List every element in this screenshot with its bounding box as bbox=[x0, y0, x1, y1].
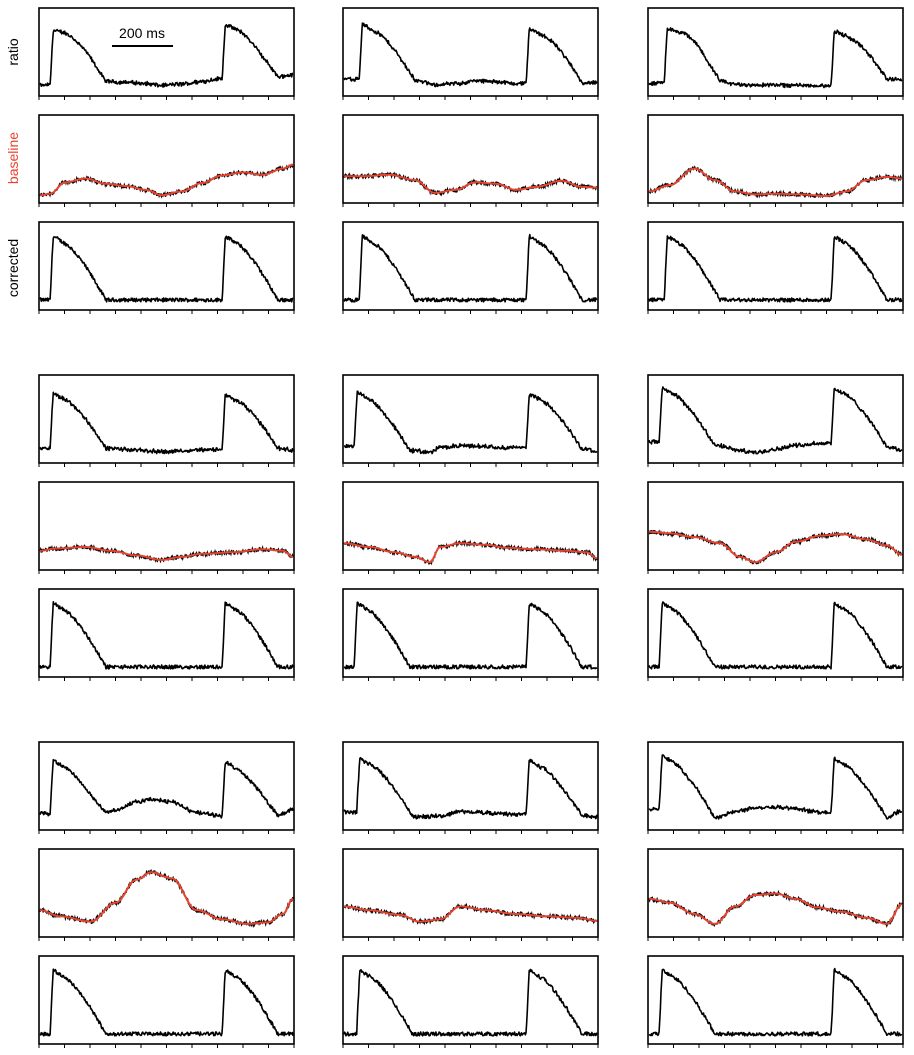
corrected-trace bbox=[343, 601, 598, 670]
panel-ratio bbox=[38, 374, 295, 467]
corrected-trace bbox=[648, 601, 903, 670]
panel-frame bbox=[647, 114, 904, 204]
panel-baseline bbox=[647, 114, 904, 207]
corrected-trace bbox=[39, 968, 294, 1037]
ratio-trace bbox=[39, 24, 294, 88]
panel-frame bbox=[342, 114, 599, 204]
baseline-fit-line bbox=[344, 173, 597, 194]
panel-grid bbox=[38, 7, 904, 1048]
panel-ratio bbox=[647, 7, 904, 100]
baseline-fit-line bbox=[40, 871, 294, 925]
panel-ratio bbox=[38, 741, 295, 834]
panel-ratio bbox=[342, 7, 599, 100]
panel-corrected bbox=[647, 221, 904, 314]
baseline-fit-line bbox=[344, 542, 598, 564]
baseline-trace bbox=[648, 889, 903, 928]
row-label-baseline: baseline bbox=[5, 132, 21, 184]
panel-frame bbox=[342, 221, 599, 311]
panel-ratio bbox=[647, 741, 904, 834]
baseline-fit-line bbox=[344, 905, 597, 923]
panel-baseline bbox=[342, 848, 599, 941]
panel-baseline bbox=[342, 481, 599, 574]
panel-frame bbox=[647, 7, 904, 97]
panel-corrected bbox=[647, 588, 904, 681]
panel-corrected bbox=[342, 588, 599, 681]
corrected-trace bbox=[648, 967, 903, 1037]
panel-corrected bbox=[647, 955, 904, 1048]
ratio-trace bbox=[648, 27, 903, 89]
panel-baseline bbox=[647, 481, 904, 574]
panel-ratio bbox=[342, 374, 599, 467]
panel-ratio bbox=[38, 7, 295, 100]
panel-baseline bbox=[38, 114, 295, 207]
ratio-trace bbox=[648, 754, 903, 820]
panel-frame bbox=[38, 114, 295, 204]
row-label-ratio: ratio bbox=[5, 38, 21, 65]
panel-baseline bbox=[38, 848, 295, 941]
row-label-corrected: corrected bbox=[5, 239, 21, 297]
panel-baseline bbox=[647, 848, 904, 941]
ratio-trace bbox=[343, 756, 598, 820]
baseline-trace bbox=[39, 868, 294, 929]
panel-frame bbox=[38, 221, 295, 311]
panel-frame bbox=[38, 481, 295, 571]
panel-ratio bbox=[342, 741, 599, 834]
ratio-trace bbox=[648, 386, 903, 455]
panel-frame bbox=[342, 481, 599, 571]
panel-baseline bbox=[38, 481, 295, 574]
panel-corrected bbox=[38, 955, 295, 1048]
corrected-trace bbox=[648, 235, 903, 303]
panel-corrected bbox=[38, 221, 295, 314]
corrected-trace bbox=[343, 968, 598, 1037]
baseline-fit-line bbox=[649, 892, 903, 925]
corrected-trace bbox=[343, 233, 598, 303]
panel-corrected bbox=[342, 955, 599, 1048]
panel-frame bbox=[38, 588, 295, 678]
baseline-fit-line bbox=[649, 530, 902, 564]
ratio-trace bbox=[39, 758, 294, 819]
panel-frame bbox=[342, 7, 599, 97]
panel-corrected bbox=[38, 588, 295, 681]
corrected-trace bbox=[39, 235, 294, 303]
panel-ratio bbox=[647, 374, 904, 467]
baseline-fit-line bbox=[40, 163, 293, 197]
scale-bar-label: 200 ms bbox=[119, 25, 165, 41]
baseline-fit-line bbox=[649, 167, 902, 197]
panel-corrected bbox=[342, 221, 599, 314]
scale-bar: 200 ms bbox=[112, 25, 173, 47]
baseline-trace bbox=[648, 529, 903, 565]
panel-frame bbox=[38, 7, 295, 97]
baseline-fit-line bbox=[40, 546, 294, 561]
baseline-trace bbox=[39, 163, 294, 199]
ratio-trace bbox=[39, 391, 294, 455]
ratio-trace bbox=[343, 390, 598, 455]
panel-frame bbox=[342, 848, 599, 938]
ratio-trace bbox=[343, 22, 598, 88]
corrected-trace bbox=[39, 601, 294, 670]
panel-frame bbox=[342, 588, 599, 678]
panel-frame bbox=[647, 481, 904, 571]
panel-baseline bbox=[342, 114, 599, 207]
panel-frame bbox=[647, 221, 904, 311]
